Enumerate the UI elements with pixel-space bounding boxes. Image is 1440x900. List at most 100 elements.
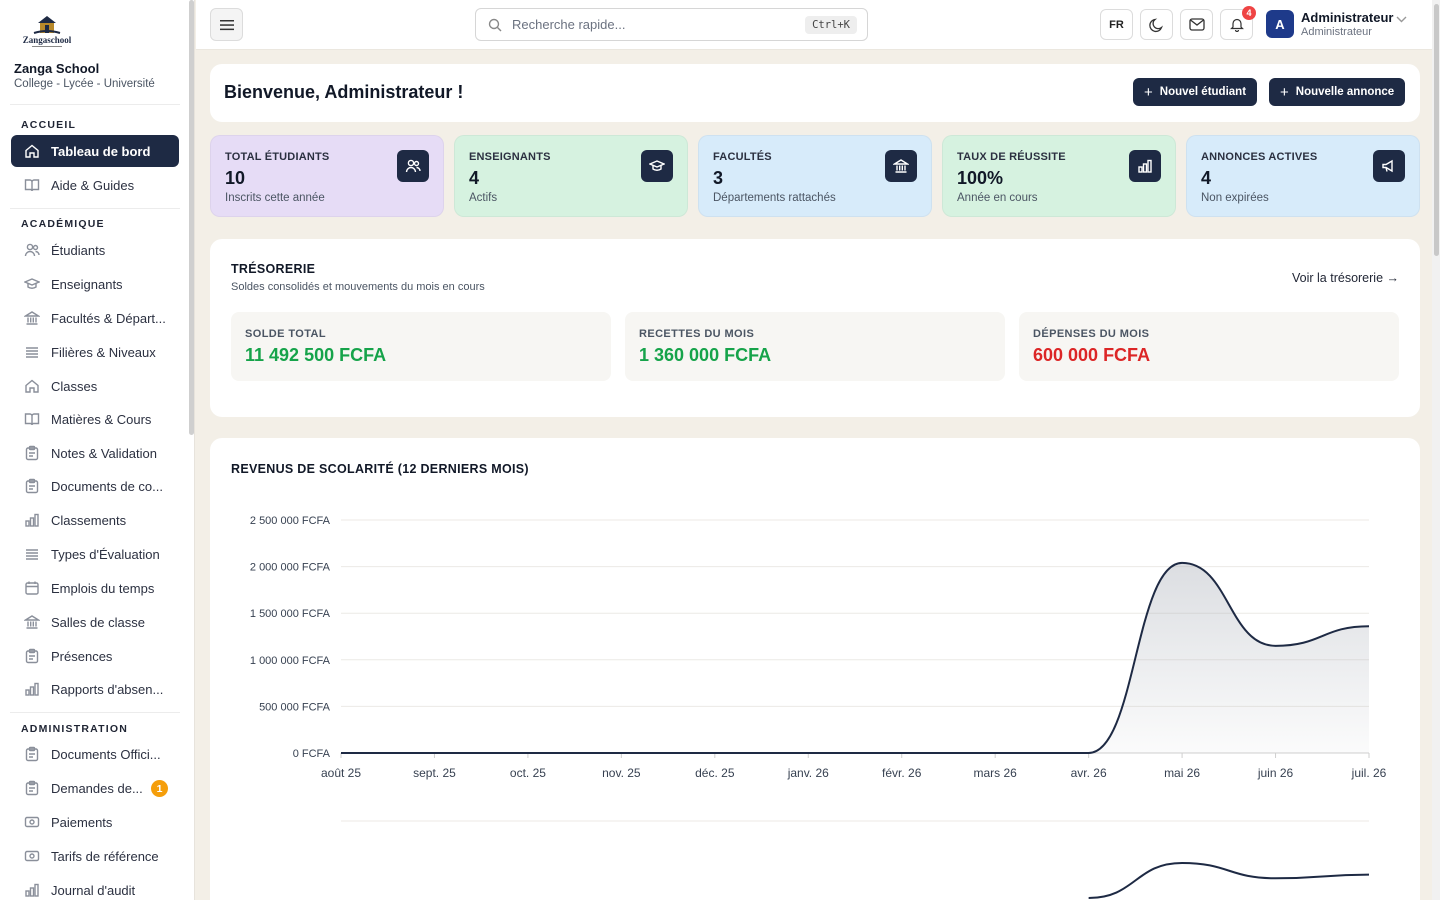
sidebar-item-salles-de-classe[interactable]: Salles de classe	[11, 606, 179, 638]
sidebar-item-facultés-départ[interactable]: Facultés & Départ...	[11, 302, 179, 334]
page-scrollbar-thumb[interactable]	[1434, 4, 1439, 256]
y-tick-label: 2 000 000 FCFA	[250, 562, 331, 574]
stat-card[interactable]: ANNONCES ACTIVES 4 Non expirées	[1186, 135, 1420, 217]
sidebar-item-présences[interactable]: Présences	[11, 640, 179, 672]
welcome-card: Bienvenue, Administrateur ! + Nouvel étud…	[210, 64, 1420, 122]
sidebar-item-journal-d-audit[interactable]: Journal d'audit	[11, 874, 179, 900]
section-accueil: ACCUEIL	[21, 119, 77, 131]
sidebar-item-label: Rapports d'absen...	[51, 681, 164, 697]
building-icon	[23, 613, 41, 631]
school-name: Zanga School	[14, 61, 100, 76]
stat-card[interactable]: TOTAL ÉTUDIANTS 10 Inscrits cette année	[210, 135, 444, 217]
sidebar-item-étudiants[interactable]: Étudiants	[11, 234, 179, 266]
count-badge: 1	[151, 780, 168, 797]
building-icon	[885, 150, 917, 182]
stat-label: ANNONCES ACTIVES	[1201, 151, 1318, 163]
new-student-label: Nouvel étudiant	[1159, 86, 1247, 98]
shortcut-hint: Ctrl+K	[805, 16, 857, 34]
stat-label: TAUX DE RÉUSSITE	[957, 151, 1066, 163]
page-scrollbar[interactable]	[1432, 0, 1440, 900]
treasury-subtitle: Soldes consolidés et mouvements du mois …	[231, 281, 485, 293]
stat-value: 4	[469, 168, 480, 188]
building-icon	[23, 309, 41, 327]
sidebar-item-rapports-d-absen[interactable]: Rapports d'absen...	[11, 673, 179, 705]
sidebar-item-documents-de-co[interactable]: Documents de co...	[11, 470, 179, 502]
dark-mode-button[interactable]	[1140, 9, 1173, 40]
stat-subtitle: Inscrits cette année	[225, 192, 325, 204]
new-student-button[interactable]: + Nouvel étudiant	[1133, 78, 1258, 106]
x-tick-label: juil. 26	[1351, 766, 1387, 780]
sidebar-item-documents-offici[interactable]: Documents Offici...	[11, 738, 179, 770]
bar-chart-icon	[23, 881, 41, 899]
x-tick-label: août 25	[321, 766, 361, 780]
chart-title: REVENUS DE SCOLARITÉ (12 DERNIERS MOIS)	[231, 462, 529, 476]
treasury-box-label: DÉPENSES DU MOIS	[1033, 328, 1150, 340]
treasury-link[interactable]: Voir la trésorerie →	[1292, 271, 1399, 285]
avatar[interactable]: A	[1266, 10, 1294, 38]
page-title: Bienvenue, Administrateur !	[224, 82, 464, 102]
sidebar-item-label: Aide & Guides	[51, 177, 135, 193]
users-icon	[397, 150, 429, 182]
notifications-button[interactable]: 4	[1220, 6, 1256, 40]
sidebar-item-label: Demandes de...	[51, 780, 143, 796]
menu-toggle-button[interactable]	[210, 8, 243, 41]
stat-label: FACULTÉS	[713, 151, 772, 163]
sidebar-item-label: Enseignants	[51, 276, 123, 292]
sidebar-item-types-d-évaluation[interactable]: Types d'Évaluation	[11, 538, 179, 570]
sidebar-item-tableau-de-bord[interactable]: Tableau de bord	[11, 135, 179, 167]
home-icon	[23, 142, 41, 160]
search-icon	[488, 18, 502, 31]
user-role: Administrateur	[1301, 26, 1372, 38]
school-logo[interactable]: Zangaschool	[18, 12, 76, 50]
sidebar-item-paiements[interactable]: Paiements	[11, 806, 179, 838]
hamburger-icon	[219, 19, 234, 30]
sidebar-scrollbar[interactable]	[189, 0, 194, 435]
sidebar-item-label: Notes & Validation	[51, 445, 157, 461]
sidebar-item-label: Documents de co...	[51, 478, 163, 494]
sidebar-item-emplois-du-temps[interactable]: Emplois du temps	[11, 572, 179, 604]
sidebar-item-classes[interactable]: Classes	[11, 370, 179, 402]
sidebar-item-aide-guides[interactable]: Aide & Guides	[11, 169, 179, 201]
sidebar-item-filières-niveaux[interactable]: Filières & Niveaux	[11, 336, 179, 368]
stat-subtitle: Actifs	[469, 192, 498, 204]
bar-chart-icon	[1129, 150, 1161, 182]
x-tick-label: mars 26	[974, 766, 1018, 780]
stat-card[interactable]: ENSEIGNANTS 4 Actifs	[454, 135, 688, 217]
sidebar-item-classements[interactable]: Classements	[11, 504, 179, 536]
x-tick-label: mai 26	[1164, 766, 1200, 780]
plus-icon: +	[1280, 83, 1289, 101]
stat-card[interactable]: TAUX DE RÉUSSITE 100% Année en cours	[942, 135, 1176, 217]
sidebar: Zangaschool Zanga School College - Lycée…	[0, 0, 195, 900]
treasury-box-amount: 1 360 000 FCFA	[639, 345, 772, 365]
sidebar-item-notes-validation[interactable]: Notes & Validation	[11, 437, 179, 469]
stat-card[interactable]: FACULTÉS 3 Départements rattachés	[698, 135, 932, 217]
sidebar-item-label: Présences	[51, 648, 113, 664]
sidebar-item-enseignants[interactable]: Enseignants	[11, 268, 179, 300]
chevron-down-icon[interactable]	[1396, 16, 1407, 23]
sidebar-divider	[10, 208, 180, 209]
bell-icon	[1229, 18, 1244, 32]
series-line	[341, 561, 1370, 754]
list-icon	[23, 343, 41, 361]
sidebar-item-matières-cours[interactable]: Matières & Cours	[11, 403, 179, 435]
treasury-box: SOLDE TOTAL 11 492 500 FCFA	[231, 312, 611, 381]
user-name[interactable]: Administrateur	[1301, 10, 1394, 25]
sidebar-item-label: Paiements	[51, 814, 113, 830]
section-academique: ACADÉMIQUE	[21, 218, 105, 230]
messages-button[interactable]	[1180, 9, 1213, 40]
search-placeholder: Recherche rapide...	[512, 17, 626, 32]
sidebar-item-demandes-de[interactable]: Demandes de... 1	[11, 772, 179, 804]
new-announcement-button[interactable]: + Nouvelle annonce	[1269, 78, 1406, 106]
sidebar-item-label: Étudiants	[51, 242, 106, 258]
language-button[interactable]: FR	[1100, 9, 1133, 40]
clipboard-icon	[23, 647, 41, 665]
sidebar-item-tarifs-de-référence[interactable]: Tarifs de référence	[11, 840, 179, 872]
topbar: Recherche rapide... Ctrl+K FR 4 A Admini…	[196, 0, 1432, 50]
stat-value: 10	[225, 168, 246, 188]
moon-icon	[1148, 18, 1163, 32]
clipboard-icon	[23, 745, 41, 763]
sidebar-item-label: Matières & Cours	[51, 411, 152, 427]
search-input[interactable]: Recherche rapide... Ctrl+K	[475, 8, 868, 41]
calendar-icon	[23, 579, 41, 597]
sidebar-item-label: Tarifs de référence	[51, 848, 159, 864]
